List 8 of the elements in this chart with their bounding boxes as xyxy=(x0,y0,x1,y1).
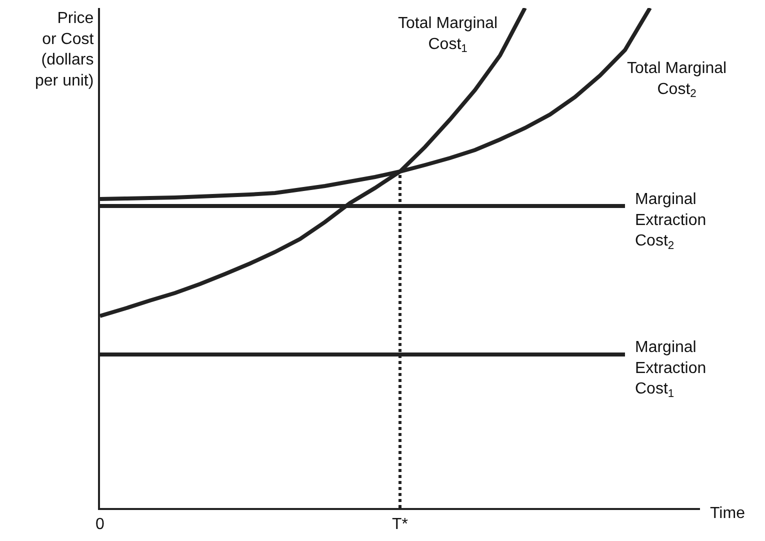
series-label: Marginal Extraction Cost$_{1}$ xyxy=(635,339,706,400)
series-label: Total Marginal Cost$_{2}$ xyxy=(627,60,727,100)
x-tick-label: T* xyxy=(392,516,408,534)
x-axis-title: Time xyxy=(710,505,746,522)
x-tick-label: 0 xyxy=(96,516,105,534)
series-label: Total Marginal Cost$_{1}$ xyxy=(398,15,498,56)
y-axis-title: Price or Cost (dollars per unit) xyxy=(35,10,94,90)
series-label: Marginal Extraction Cost$_{2}$ xyxy=(635,191,706,252)
